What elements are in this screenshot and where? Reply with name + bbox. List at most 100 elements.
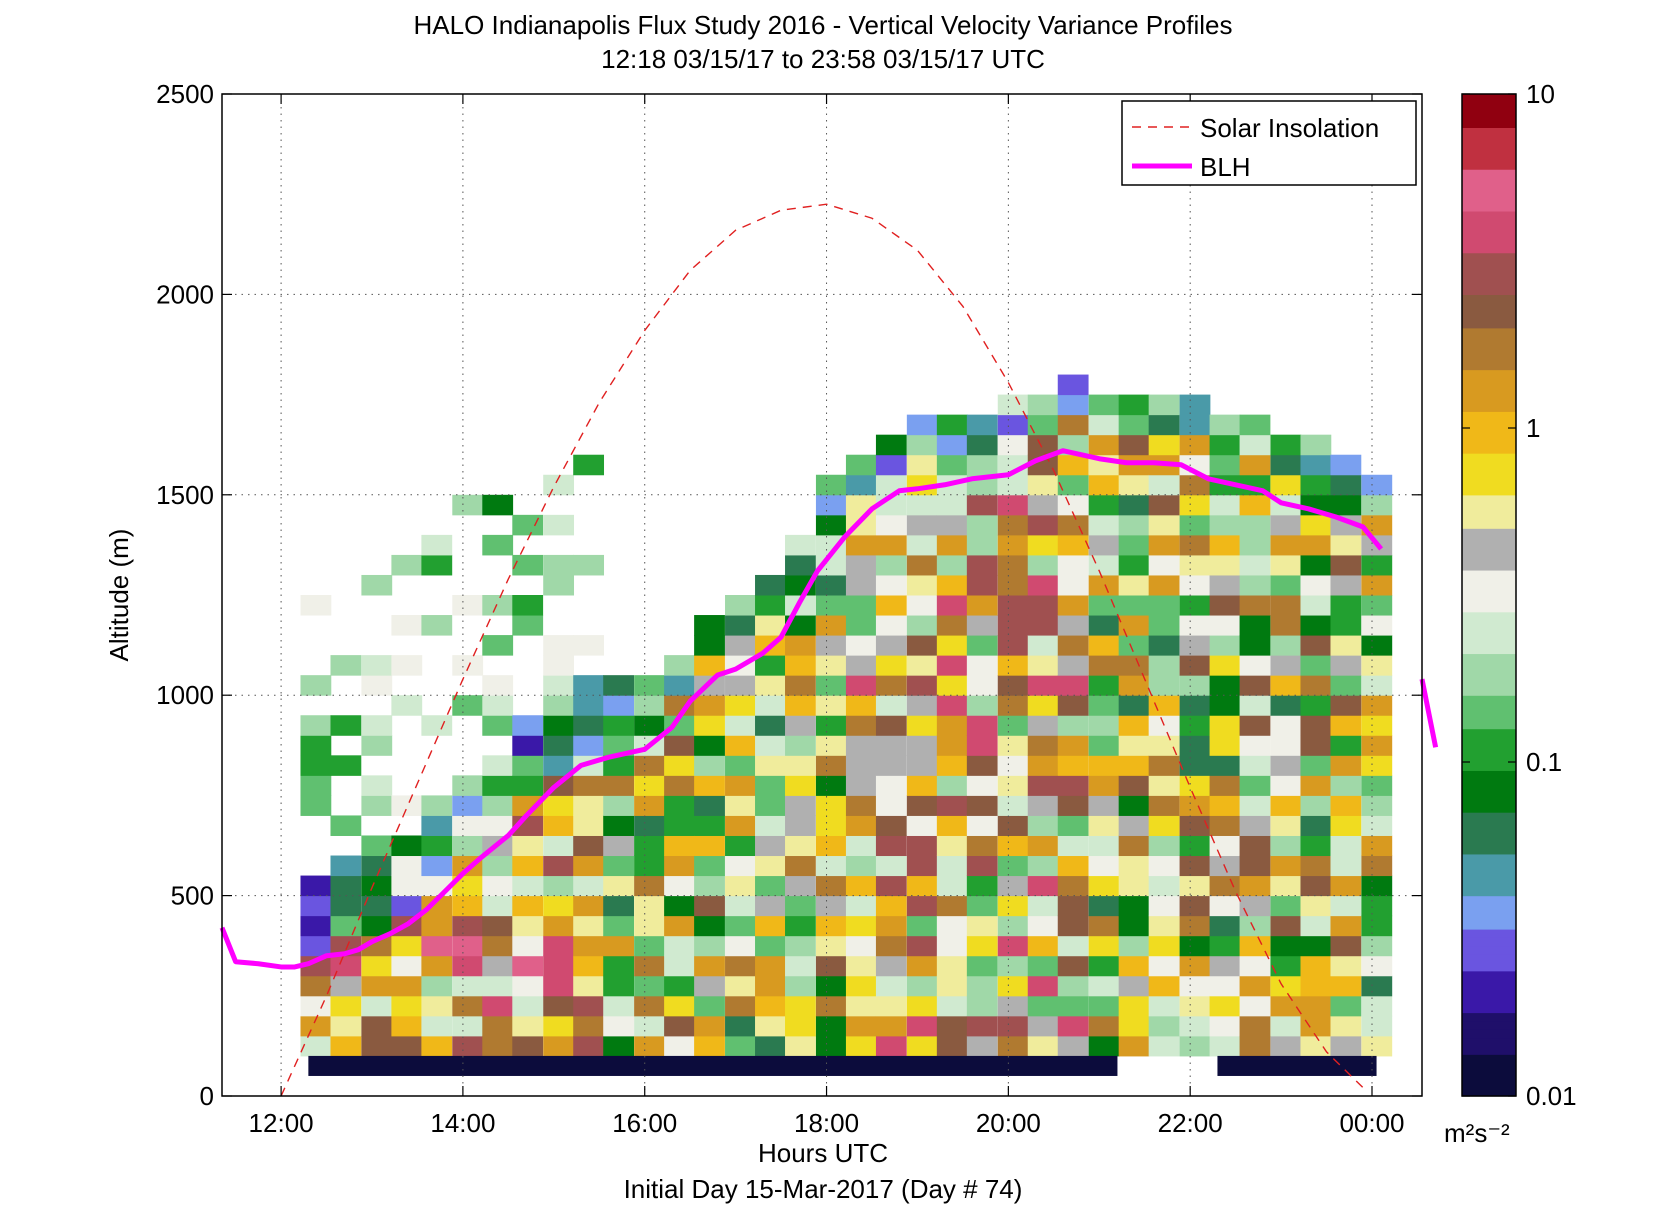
heatmap-cell [1270, 695, 1302, 716]
heatmap-cell [1179, 855, 1211, 877]
colorbar-segment [1462, 970, 1516, 980]
heatmap-cell [845, 735, 877, 756]
heatmap-cell [785, 1035, 816, 1057]
heatmap-cell [512, 715, 544, 736]
heatmap-cell [997, 1035, 1029, 1057]
heatmap-cell [997, 675, 1029, 696]
heatmap-cell [1027, 615, 1059, 636]
heatmap-cell [755, 815, 786, 836]
heatmap-cell [1027, 534, 1059, 556]
heatmap-cell [1300, 775, 1332, 796]
heatmap-cell [755, 915, 786, 937]
heatmap-cell [1057, 915, 1089, 937]
heatmap-cell [1057, 955, 1089, 977]
heatmap-cell [1330, 775, 1362, 796]
heatmap-cell [875, 514, 907, 536]
heatmap-cell [634, 875, 665, 897]
heatmap-cell [603, 955, 635, 977]
heatmap-cell [1239, 935, 1271, 957]
heatmap-cell [1057, 835, 1089, 857]
heatmap-cell [936, 615, 968, 636]
heatmap-cell [936, 635, 968, 656]
heatmap-cell [936, 955, 968, 977]
heatmap-cell [1270, 935, 1302, 957]
heatmap-cell [906, 454, 938, 476]
heatmap-cell [1027, 735, 1059, 756]
heatmap-cell [1270, 835, 1302, 857]
heatmap-cell [1361, 715, 1393, 736]
heatmap-cell [1239, 1035, 1271, 1057]
heatmap-cell [997, 815, 1029, 836]
heatmap-cell [875, 635, 907, 656]
heatmap-cell [906, 835, 938, 857]
heatmap-cell [391, 655, 423, 676]
heatmap-cell [694, 835, 725, 857]
heatmap-cell [1239, 454, 1271, 476]
heatmap-cell [815, 675, 847, 696]
heatmap-cell [1239, 955, 1271, 977]
heatmap-cell [906, 815, 938, 836]
heatmap-cell [1027, 514, 1059, 536]
heatmap-cell [1361, 595, 1393, 616]
heatmap-cell [875, 554, 907, 576]
heatmap-cell [1179, 1015, 1211, 1037]
heatmap-cell [634, 895, 665, 917]
heatmap-cell [421, 554, 453, 576]
heatmap-cell [634, 935, 665, 957]
heatmap-cell [1057, 655, 1089, 676]
heatmap-cell [1209, 755, 1241, 776]
y-tick-label: 0 [200, 1081, 214, 1111]
heatmap-cell [966, 1035, 998, 1057]
heatmap-cell [1088, 735, 1120, 756]
heatmap-cell [725, 755, 756, 776]
heatmap-cell [1027, 795, 1059, 816]
colorbar-segment [1462, 979, 1516, 989]
heatmap-cell [1148, 695, 1180, 716]
heatmap-cell [1057, 815, 1089, 836]
heatmap-cell [1027, 895, 1059, 917]
colorbar-segment [1462, 294, 1516, 304]
x-tick-label: 18:00 [794, 1108, 859, 1138]
colorbar-segment [1462, 586, 1516, 596]
heatmap-cell [1088, 514, 1120, 536]
heatmap-cell [1148, 675, 1180, 696]
heatmap-cell [603, 975, 635, 997]
heatmap-cell [785, 735, 816, 756]
heatmap-cell [1027, 1035, 1059, 1057]
colorbar-segment [1462, 945, 1516, 955]
heatmap-cell [997, 835, 1029, 857]
heatmap-cell [845, 795, 877, 816]
heatmap-cell [815, 755, 847, 776]
colorbar-tick-label: 0.01 [1526, 1081, 1577, 1111]
colorbar-segment [1462, 185, 1516, 195]
blh-line-segment [1419, 678, 1439, 748]
heatmap-cell [1088, 955, 1120, 977]
colorbar-segment [1462, 419, 1516, 429]
heatmap-cell [815, 875, 847, 897]
colorbar-segment [1462, 636, 1516, 646]
heatmap-cell [1361, 675, 1393, 696]
heatmap-cell [300, 675, 332, 696]
heatmap-cell [1209, 675, 1241, 696]
colorbar-segment [1462, 286, 1516, 295]
colorbar-segment [1462, 511, 1516, 521]
heatmap-cell [452, 875, 484, 897]
heatmap-cell [1270, 454, 1302, 476]
colorbar-segment [1462, 1004, 1516, 1014]
heatmap-cell [452, 795, 484, 816]
heatmap-cell [603, 1035, 635, 1057]
legend-box [1121, 100, 1417, 186]
heatmap-cell [997, 975, 1029, 997]
heatmap-cell [875, 895, 907, 917]
colorbar-segment [1462, 920, 1516, 930]
blh-line [219, 448, 1384, 970]
heatmap-cell [845, 635, 877, 656]
heatmap-cell [1330, 474, 1362, 496]
heatmap-cell [936, 815, 968, 836]
heatmap-cell [330, 975, 362, 997]
heatmap-cell [1088, 655, 1120, 676]
heatmap-cell [1027, 1015, 1059, 1037]
colorbar-segment [1462, 311, 1516, 321]
heatmap-cell [391, 554, 423, 576]
heatmap-cell [966, 655, 998, 676]
